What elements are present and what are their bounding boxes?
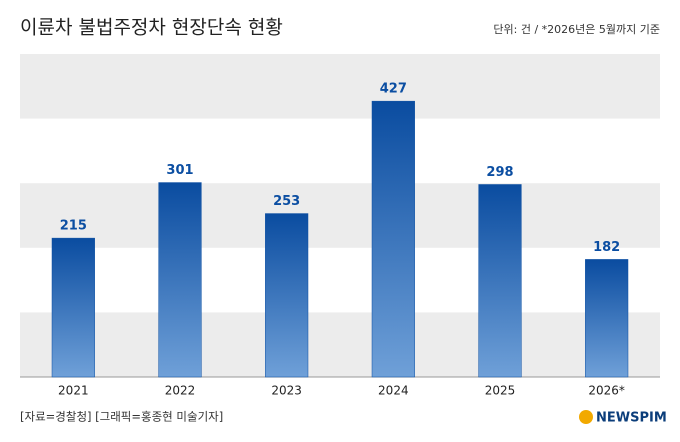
bar [265,213,309,378]
grid-band [20,312,660,377]
x-tick-label: 2024 [378,384,409,398]
value-label: 301 [166,163,193,178]
grid-band [20,183,660,248]
logo: NEWSPIM [596,411,667,426]
x-tick-label: 2022 [165,384,196,398]
bar [585,259,629,378]
chart-subtitle: 단위: 건 / *2026년은 5월까지 기준 [493,23,660,36]
value-label: 182 [593,240,620,255]
value-label: 427 [380,82,407,97]
bar [51,237,95,378]
chart-title: 이륜차 불법주정차 현장단속 현황 [20,17,283,39]
x-tick-label: 2025 [485,384,516,398]
grid-band [20,54,660,119]
x-tick-label: 2026* [588,384,625,398]
bar [158,182,202,378]
source: [자료=경찰청] [그래픽=홍종현 미술기자] [20,410,223,424]
x-tick-label: 2021 [58,384,89,398]
x-tick-label: 2023 [271,384,302,398]
logo-icon [579,410,593,424]
value-label: 215 [60,219,87,234]
value-label: 253 [273,194,300,209]
value-label: 298 [486,165,513,180]
bar [371,100,415,378]
bar [478,184,522,378]
